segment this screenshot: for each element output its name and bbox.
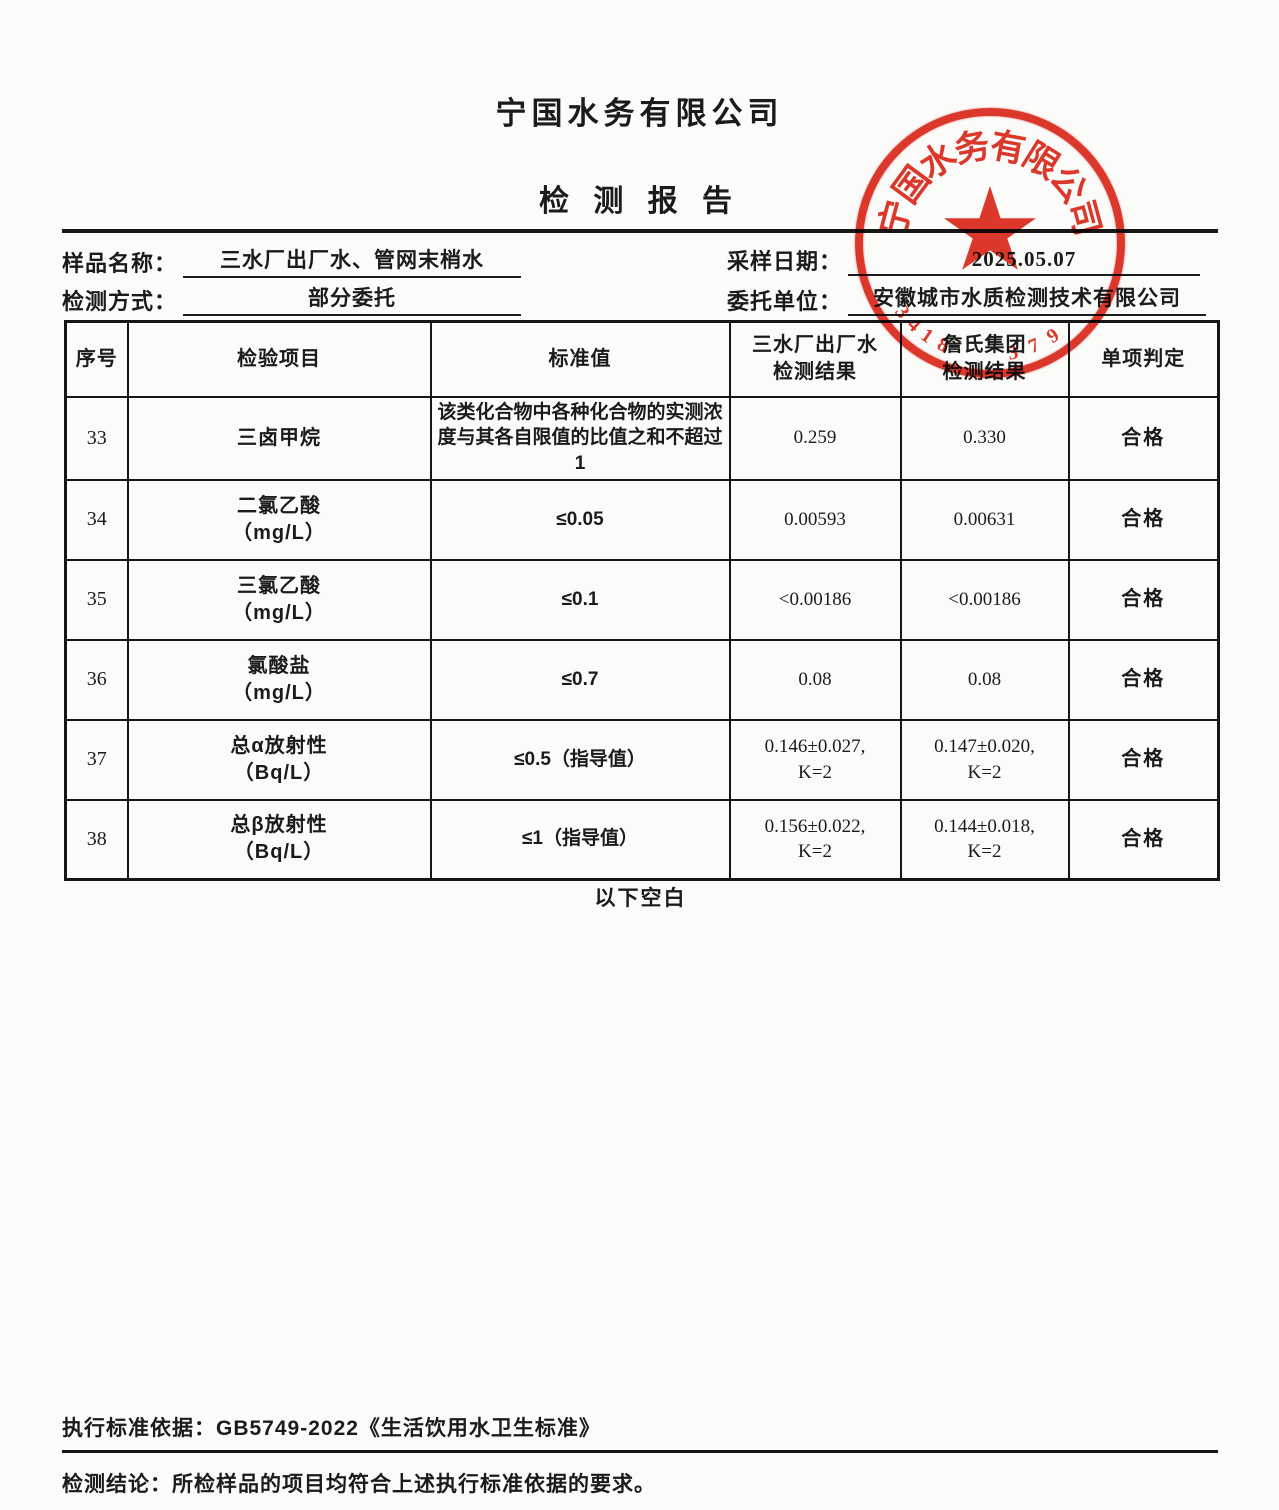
test-method-value: 部分委托: [183, 282, 522, 316]
table-row: 37 总α放射性 （Bq/L） ≤0.5（指导值） 0.146±0.027, K=2 0…: [64, 718, 1220, 801]
client-unit-label: 委托单位：: [727, 289, 843, 314]
cell-verdict: 合格: [1067, 798, 1220, 881]
cell-result-group: 0.08: [899, 638, 1070, 721]
cell-verdict: 合格: [1067, 395, 1220, 481]
below-blank-note: 以下空白: [594, 887, 687, 910]
cell-item-name: 三卤甲烷: [126, 395, 432, 481]
stamp-arc-char: 务: [950, 125, 993, 171]
header-row: 序号 检验项目 标准值 三水厂出厂水 检测结果 詹氏集团 检测结果 单项判定: [64, 320, 1220, 398]
test-method-label: 检测方式：: [62, 289, 178, 314]
cell-result-group: 0.147±0.020, K=2: [899, 718, 1070, 801]
test-method-row: 检测方式： 部分委托: [62, 282, 522, 316]
cell-index: 38: [64, 798, 129, 881]
cell-index: 33: [64, 395, 129, 481]
sample-name-value: 三水厂出厂水、管网末梢水: [183, 244, 522, 278]
cell-verdict: 合格: [1067, 478, 1220, 561]
cell-standard-value: ≤0.1: [429, 558, 731, 641]
cell-item-name: 二氯乙酸 （mg/L）: [126, 478, 432, 561]
results-table: 序号 检验项目 标准值 三水厂出厂水 检测结果 詹氏集团 检测结果 单项判定 3…: [64, 320, 1220, 881]
header-item: 检验项目: [126, 320, 432, 398]
header-standard: 标准值: [429, 320, 731, 398]
conclusion-text: 检测结论：所检样品的项目均符合上述执行标准依据的要求。: [62, 1473, 656, 1496]
cell-result-plant: 0.259: [728, 395, 902, 481]
sample-name-row: 样品名称： 三水厂出厂水、管网末梢水: [62, 244, 522, 278]
header-result-plant: 三水厂出厂水 检测结果: [728, 320, 902, 398]
cell-item-name: 总β放射性 （Bq/L）: [126, 798, 432, 881]
sample-name-label: 样品名称：: [62, 251, 178, 276]
stamp-arc-char: 有: [987, 125, 1029, 171]
cell-standard-value: 该类化合物中各种化合物的实测浓度与其各自限值的比值之和不超过1: [429, 395, 731, 481]
cell-result-group: 0.00631: [899, 478, 1070, 561]
company-title: 宁国水务有限公司: [495, 96, 784, 131]
header-index: 序号: [64, 320, 129, 398]
cell-index: 37: [64, 718, 129, 801]
cell-result-group: <0.00186: [899, 558, 1070, 641]
sampling-date-label: 采样日期：: [727, 249, 843, 274]
cell-result-group: 0.144±0.018, K=2: [899, 798, 1070, 881]
results-table-header: 序号 检验项目 标准值 三水厂出厂水 检测结果 詹氏集团 检测结果 单项判定: [64, 320, 1220, 398]
cell-item-name: 氯酸盐 （mg/L）: [126, 638, 432, 721]
cell-result-plant: 0.00593: [728, 478, 902, 561]
client-unit-value: 安徽城市水质检测技术有限公司: [848, 282, 1207, 316]
table-row: 36 氯酸盐 （mg/L） ≤0.7 0.08 0.08 合格: [64, 638, 1220, 721]
standard-basis-text: 执行标准依据：GB5749-2022《生活饮用水卫生标准》: [62, 1417, 601, 1440]
cell-verdict: 合格: [1067, 558, 1220, 641]
sampling-date-value: 2025.05.07: [848, 247, 1201, 276]
cell-result-plant: 0.08: [728, 638, 902, 721]
cell-verdict: 合格: [1067, 718, 1220, 801]
cell-result-plant: 0.156±0.022, K=2: [728, 798, 902, 881]
header-result-group: 詹氏集团 检测结果: [899, 320, 1070, 398]
client-unit-row: 委托单位： 安徽城市水质检测技术有限公司: [727, 282, 1207, 316]
results-table-body: 33 三卤甲烷 该类化合物中各种化合物的实测浓度与其各自限值的比值之和不超过1 0.2…: [64, 395, 1220, 881]
cell-verdict: 合格: [1067, 638, 1220, 721]
cell-item-name: 三氯乙酸 （mg/L）: [126, 558, 432, 641]
cell-standard-value: ≤0.5（指导值）: [429, 718, 731, 801]
cell-standard-value: ≤0.7: [429, 638, 731, 721]
sampling-date-row: 采样日期： 2025.05.07: [727, 244, 1201, 276]
cell-standard-value: ≤1（指导值）: [429, 798, 731, 881]
header-verdict: 单项判定: [1067, 320, 1220, 398]
table-row: 34 二氯乙酸 （mg/L） ≤0.05 0.00593 0.00631 合格: [64, 478, 1220, 561]
cell-index: 36: [64, 638, 129, 721]
cell-index: 35: [64, 558, 129, 641]
cell-result-group: 0.330: [899, 395, 1070, 481]
cell-index: 34: [64, 478, 129, 561]
header-divider: [62, 229, 1218, 233]
table-row: 38 总β放射性 （Bq/L） ≤1（指导值） 0.156±0.022, K=2 0.1…: [64, 798, 1220, 881]
cell-result-plant: <0.00186: [728, 558, 902, 641]
cell-result-plant: 0.146±0.027, K=2: [728, 718, 902, 801]
cell-item-name: 总α放射性 （Bq/L）: [126, 718, 432, 801]
table-row: 35 三氯乙酸 （mg/L） ≤0.1 <0.00186 <0.00186 合格: [64, 558, 1220, 641]
report-title: 检 测 报 告: [538, 185, 740, 218]
cell-standard-value: ≤0.05: [429, 478, 731, 561]
footer-divider: [62, 1450, 1218, 1453]
table-row: 33 三卤甲烷 该类化合物中各种化合物的实测浓度与其各自限值的比值之和不超过1 0.2…: [64, 395, 1220, 481]
